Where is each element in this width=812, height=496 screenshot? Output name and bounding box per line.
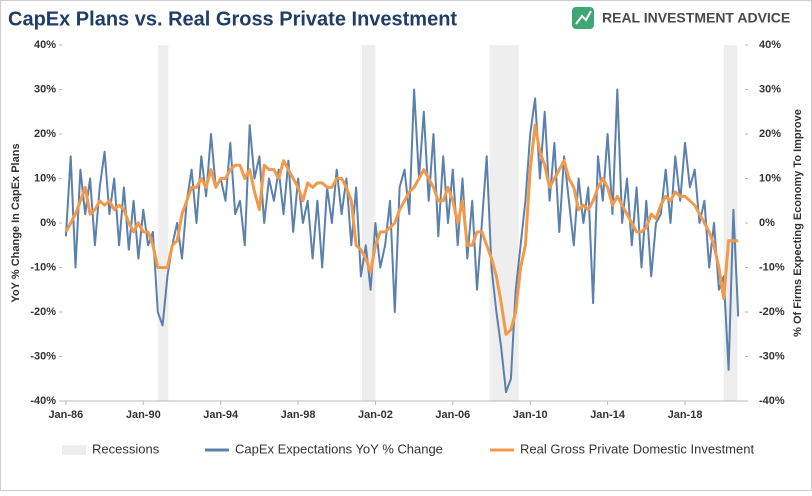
x-tick-label: Jan-06	[435, 409, 470, 421]
x-tick-label: Jan-10	[513, 409, 548, 421]
x-tick-label: Jan-02	[358, 409, 393, 421]
y-tick-label: -30%	[30, 350, 56, 362]
legend-swatch	[62, 445, 86, 455]
y-tick-label: 20%	[34, 128, 56, 140]
recession-band	[157, 45, 169, 401]
chart-title: CapEx Plans vs. Real Gross Private Inves…	[8, 8, 457, 30]
y-tick-label: 40%	[34, 39, 56, 51]
y2-tick-label: -40%	[759, 395, 785, 407]
x-tick-label: Jan-18	[668, 409, 703, 421]
brand-logo-mark	[575, 10, 592, 25]
y2-tick-label: 40%	[759, 39, 781, 51]
recession-band	[489, 45, 519, 401]
y-tick-label: 30%	[34, 83, 56, 95]
y2-axis-label: % Of Firms Expecting Economy To Improve	[792, 109, 804, 337]
x-tick-label: Jan-90	[126, 409, 161, 421]
x-tick-label: Jan-94	[203, 409, 239, 421]
x-tick-label: Jan-14	[590, 409, 626, 421]
x-tick-label: Jan-86	[48, 409, 83, 421]
y2-tick-label: 20%	[759, 128, 781, 140]
brand: REAL INVESTMENT ADVICE	[602, 10, 790, 26]
legend-label: Recessions	[92, 441, 160, 456]
y2-tick-label: -20%	[759, 306, 785, 318]
y-tick-label: 10%	[34, 172, 56, 184]
series-line	[64, 123, 739, 336]
y2-tick-label: 0%	[759, 217, 775, 229]
y-axis-label: YoY % Change In CapEx Plans	[10, 143, 22, 302]
x-tick-label: Jan-98	[281, 409, 316, 421]
recession-band	[723, 45, 738, 401]
recession-band	[361, 45, 376, 401]
legend-label: Real Gross Private Domestic Investment	[520, 441, 754, 456]
y2-tick-label: 10%	[759, 172, 781, 184]
y-tick-label: 0%	[40, 217, 56, 229]
y-tick-label: -10%	[30, 261, 56, 273]
y-tick-label: -20%	[30, 306, 56, 318]
y2-tick-label: -30%	[759, 350, 785, 362]
y-tick-label: -40%	[30, 395, 56, 407]
y2-tick-label: 30%	[759, 83, 781, 95]
y2-tick-label: -10%	[759, 261, 785, 273]
legend-label: CapEx Expectations YoY % Change	[235, 441, 443, 456]
